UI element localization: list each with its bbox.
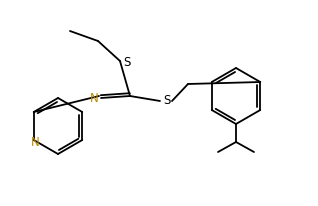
Text: S: S xyxy=(163,94,171,107)
Text: N: N xyxy=(90,92,98,105)
Text: S: S xyxy=(123,55,131,68)
Text: N: N xyxy=(31,135,39,148)
